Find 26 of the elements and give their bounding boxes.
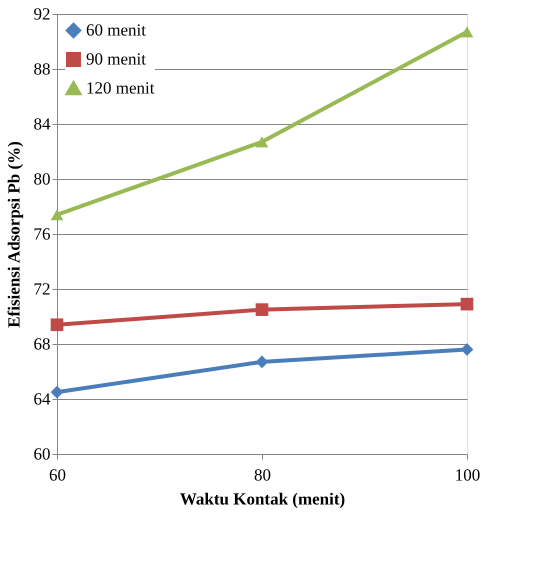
y-tick-label: 64 xyxy=(34,390,51,408)
point xyxy=(50,209,64,220)
y-tick-label: 84 xyxy=(34,114,51,134)
legend-label: 120 menit xyxy=(86,78,155,98)
y-tick-label: 92 xyxy=(34,4,50,24)
y-tick-label: 68 xyxy=(34,334,50,354)
point xyxy=(460,26,474,38)
point xyxy=(256,136,268,148)
x-tick-label: 100 xyxy=(454,466,480,484)
y-tick-label: 76 xyxy=(34,224,50,244)
legend-label: 90 menit xyxy=(86,50,146,68)
point xyxy=(50,386,64,398)
point xyxy=(50,318,64,332)
legend-label: 60 menit xyxy=(86,20,146,40)
point xyxy=(256,356,268,368)
x-tick-label: 80 xyxy=(254,466,271,484)
y-tick-label: 80 xyxy=(34,170,50,188)
y-tick-label: 60 xyxy=(34,444,50,464)
x-axis-title: Waktu Kontak (menit) xyxy=(180,490,346,508)
point xyxy=(460,298,474,310)
y-tick-label: 72 xyxy=(34,280,50,298)
x-tick-label: 60 xyxy=(49,466,66,484)
y-axis-title: Efisiensi Adsorpsi Pb (%) xyxy=(4,141,24,328)
point xyxy=(460,343,474,356)
y-tick-label: 88 xyxy=(34,60,50,78)
point xyxy=(256,303,268,316)
